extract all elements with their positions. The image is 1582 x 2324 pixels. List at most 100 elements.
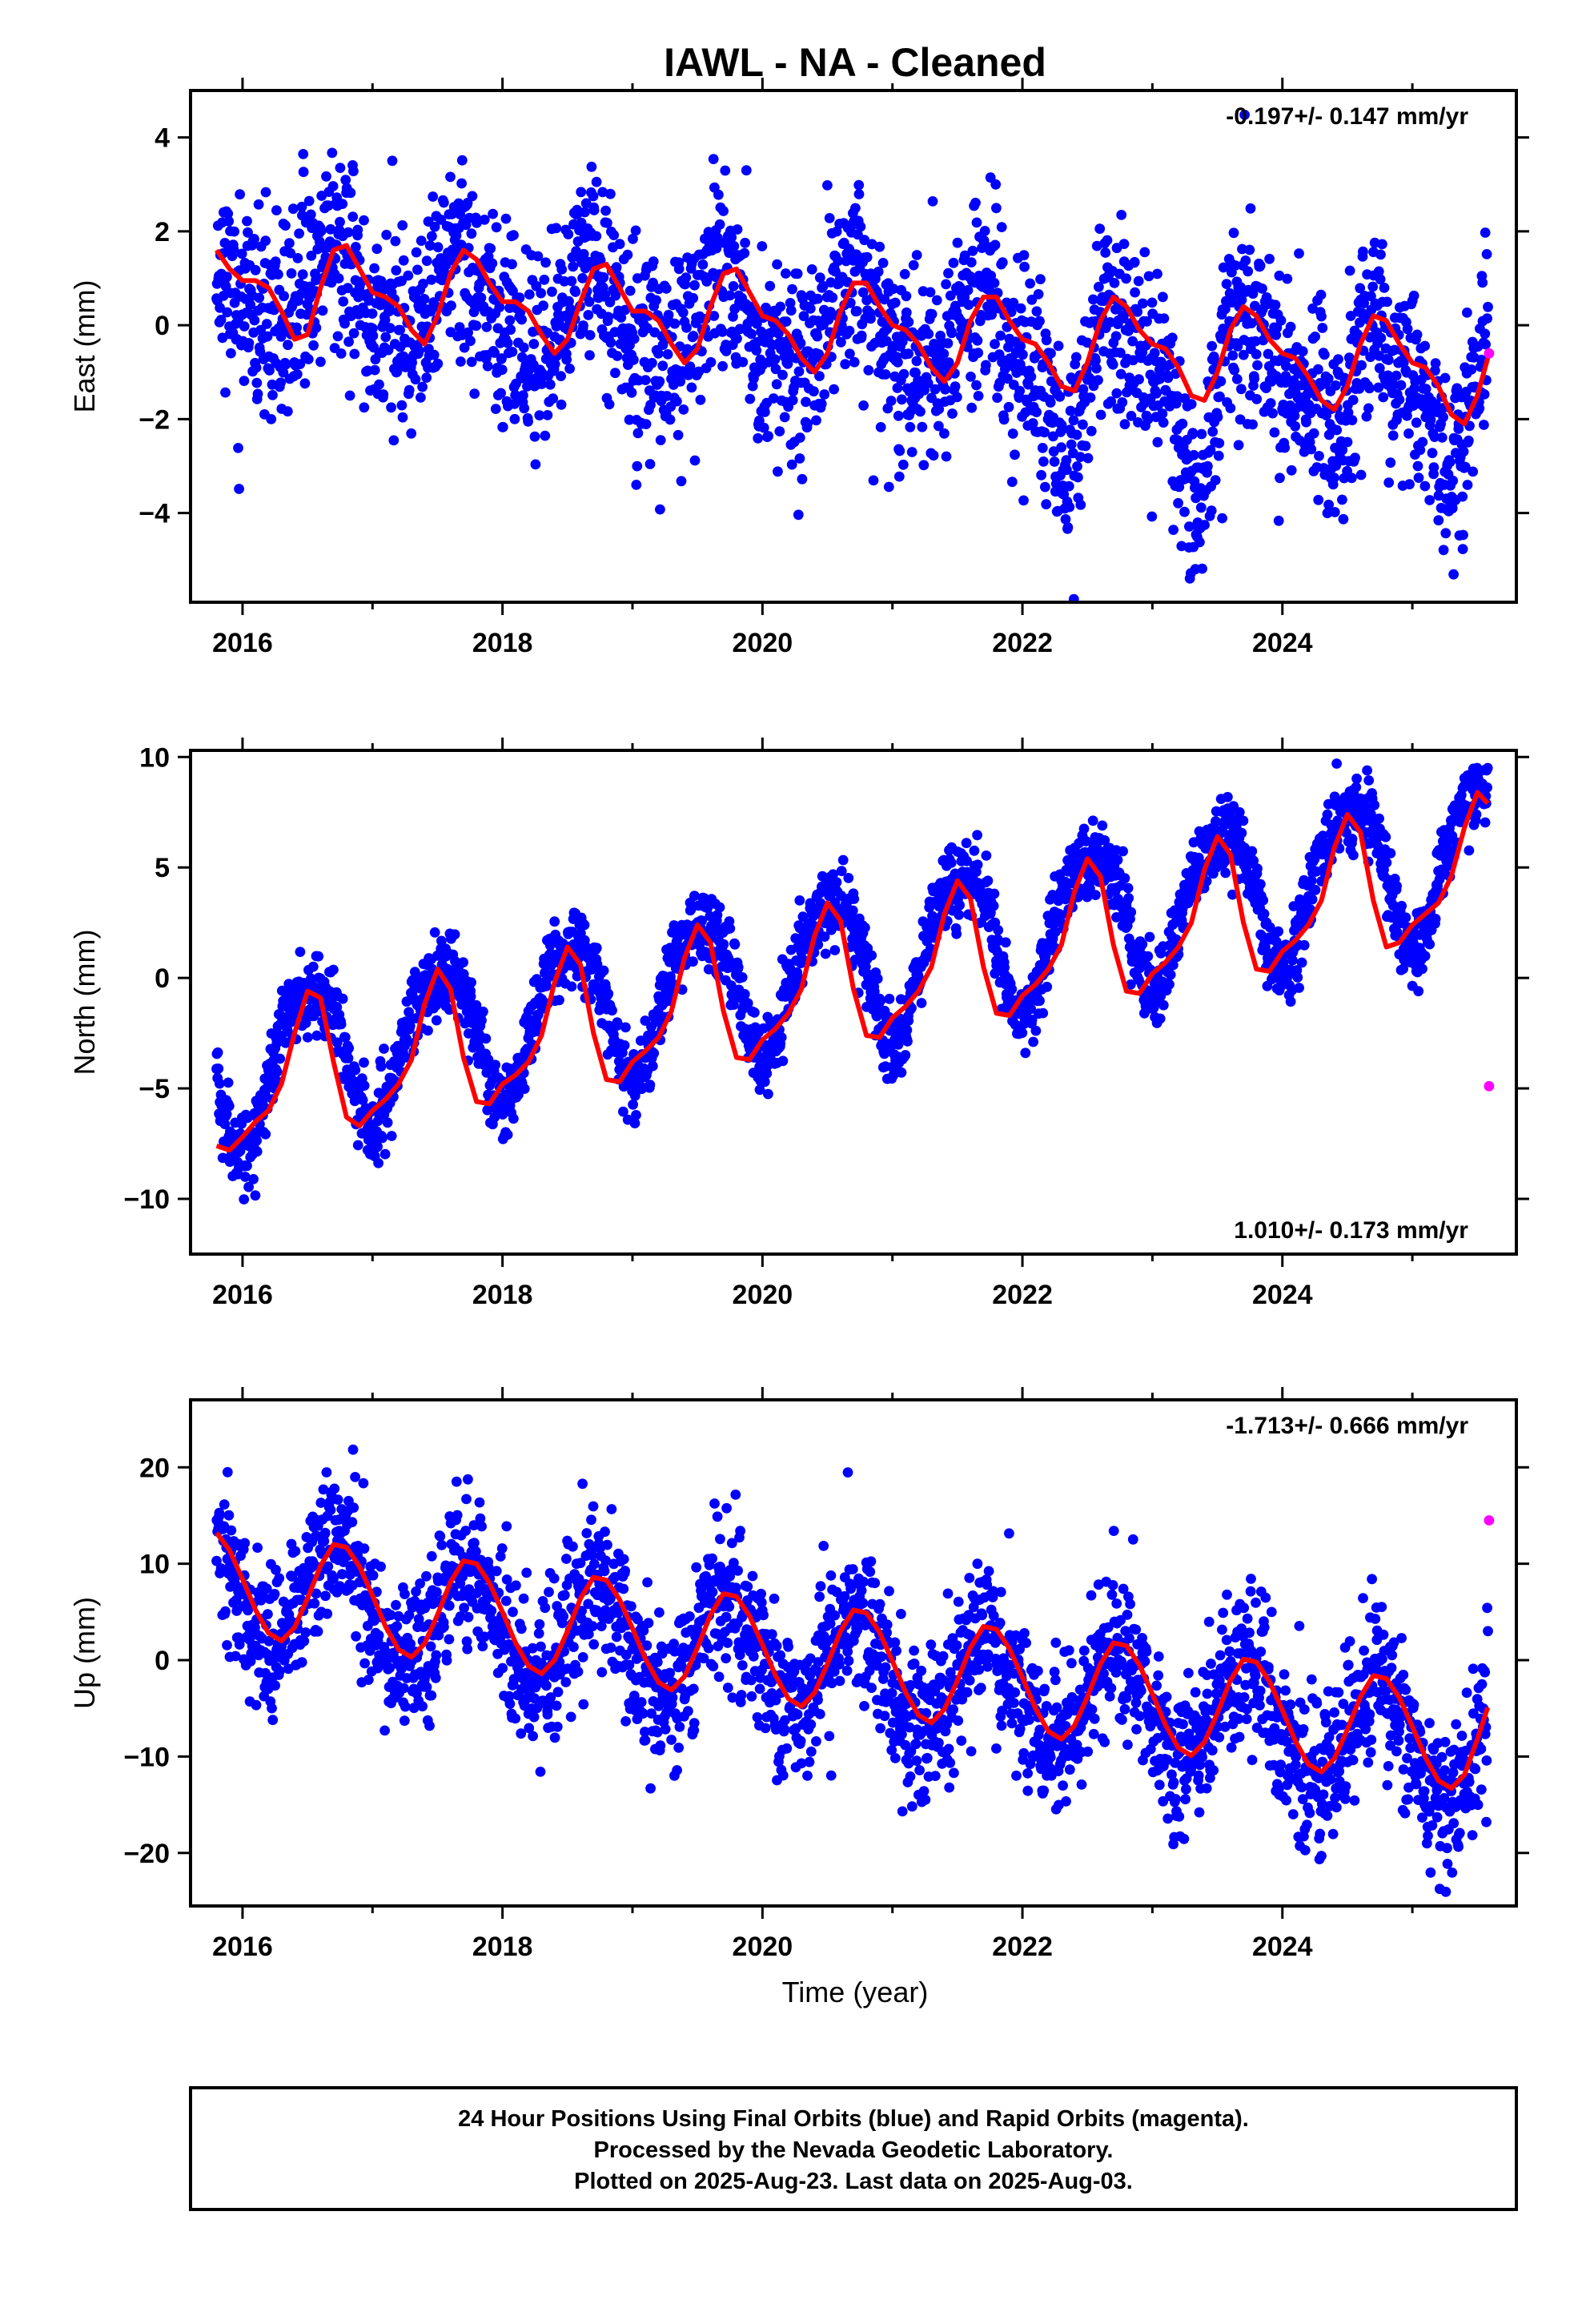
- data-point: [873, 266, 884, 277]
- data-point: [1251, 394, 1263, 404]
- data-point: [1094, 281, 1104, 292]
- data-point: [1310, 332, 1320, 342]
- data-point: [291, 368, 303, 380]
- data-point: [1158, 313, 1170, 324]
- data-point: [1382, 296, 1392, 308]
- data-point: [1017, 1027, 1028, 1039]
- data-point: [1112, 854, 1123, 866]
- data-point: [540, 257, 551, 268]
- data-point: [689, 279, 700, 291]
- data-point: [718, 939, 729, 950]
- data-point: [524, 289, 535, 300]
- y-tick-label: −2: [139, 404, 170, 435]
- data-point: [843, 873, 854, 883]
- data-point: [1220, 304, 1231, 315]
- data-point: [1002, 373, 1013, 384]
- data-point: [930, 384, 941, 395]
- y-axis-label: East (mm): [68, 280, 101, 413]
- data-point: [737, 356, 749, 368]
- data-point: [894, 445, 905, 456]
- data-point: [1068, 593, 1079, 602]
- data-point: [381, 229, 392, 240]
- data-point: [549, 359, 560, 370]
- y-tick-label: 0: [155, 311, 170, 341]
- final-orbit-points: [211, 110, 1493, 602]
- data-point: [1233, 440, 1244, 451]
- data-point: [1290, 420, 1301, 432]
- data-point: [616, 312, 627, 323]
- data-point: [403, 270, 414, 281]
- data-point: [1214, 438, 1225, 448]
- data-point: [487, 258, 498, 269]
- data-point: [1375, 274, 1386, 285]
- data-point: [823, 314, 834, 325]
- data-point: [1075, 500, 1086, 510]
- data-point: [673, 263, 685, 275]
- data-point: [1447, 503, 1458, 514]
- data-point: [579, 919, 590, 931]
- data-point: [655, 435, 666, 445]
- data-point: [1344, 265, 1355, 276]
- data-point: [1111, 388, 1122, 399]
- data-point: [367, 308, 378, 319]
- data-point: [528, 339, 540, 349]
- data-point: [994, 349, 1005, 360]
- data-point: [351, 242, 361, 252]
- data-point: [866, 239, 877, 250]
- data-point: [1045, 397, 1056, 408]
- data-point: [648, 1047, 660, 1059]
- data-point: [1457, 491, 1468, 502]
- data-point: [313, 951, 324, 962]
- data-point: [1289, 410, 1300, 421]
- data-point: [215, 302, 225, 313]
- data-point: [418, 279, 428, 289]
- data-point: [922, 378, 934, 388]
- data-point: [995, 330, 1006, 341]
- data-point: [1129, 256, 1140, 267]
- data-point: [603, 312, 614, 323]
- data-point: [584, 296, 595, 308]
- data-point: [688, 956, 698, 967]
- data-point: [536, 287, 547, 299]
- data-point: [1348, 850, 1359, 861]
- data-point: [449, 929, 460, 940]
- data-point: [219, 1119, 231, 1129]
- data-point: [222, 307, 233, 318]
- data-point: [622, 249, 633, 260]
- data-point: [239, 1172, 251, 1182]
- data-point: [421, 255, 432, 267]
- data-point: [908, 259, 919, 271]
- data-point: [1186, 399, 1197, 409]
- data-point: [652, 348, 664, 359]
- data-point: [934, 404, 945, 415]
- data-point: [338, 296, 349, 307]
- data-point: [1252, 360, 1263, 371]
- data-point: [335, 216, 345, 227]
- data-point: [580, 198, 592, 209]
- data-point: [794, 432, 805, 443]
- data-point: [508, 230, 519, 240]
- data-point: [795, 338, 806, 348]
- data-point: [239, 321, 250, 332]
- data-point: [459, 342, 470, 353]
- data-point: [769, 354, 781, 365]
- data-point: [1333, 354, 1343, 364]
- data-point: [1306, 444, 1317, 455]
- data-point: [732, 224, 743, 235]
- data-point: [1307, 894, 1318, 905]
- data-point: [456, 356, 466, 367]
- data-point: [787, 395, 798, 406]
- data-point: [1433, 490, 1444, 501]
- data-point: [840, 359, 851, 370]
- data-point: [905, 421, 916, 432]
- x-tick-label: 2020: [733, 628, 793, 658]
- data-point: [598, 271, 609, 283]
- data-point: [445, 171, 456, 183]
- data-point: [273, 269, 283, 279]
- data-point: [1033, 289, 1044, 300]
- data-point: [564, 364, 575, 374]
- data-point: [397, 220, 408, 231]
- data-point: [532, 974, 542, 984]
- data-point: [409, 967, 420, 977]
- data-point: [681, 322, 692, 333]
